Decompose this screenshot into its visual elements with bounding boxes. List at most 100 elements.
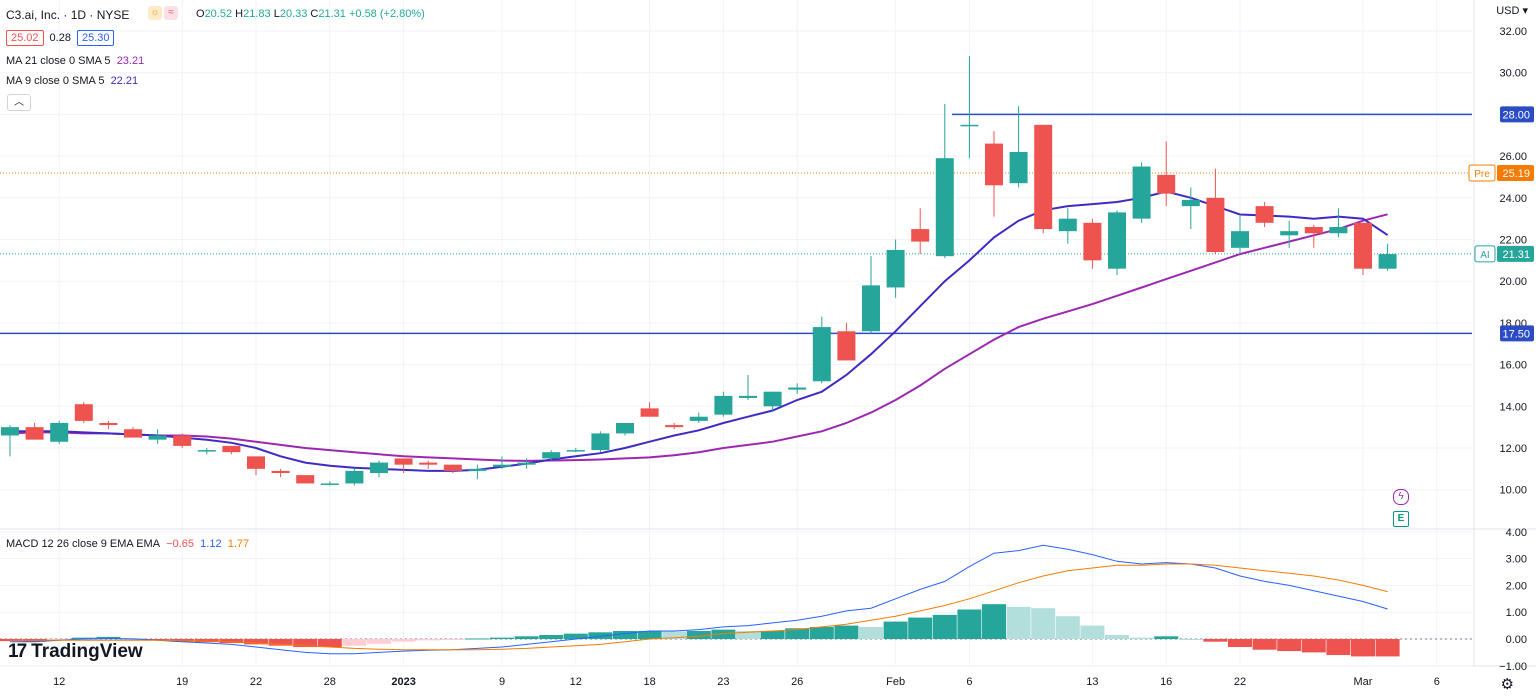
- earnings-event-icon[interactable]: E: [1393, 511, 1409, 527]
- macd-histogram-bar: [1301, 639, 1326, 653]
- macd-histogram-bar: [416, 639, 441, 641]
- macd-histogram-bar: [908, 617, 933, 639]
- symbol-tag: [1474, 245, 1496, 263]
- time-tick-label: 28: [324, 676, 336, 688]
- candle-body: [1329, 226, 1348, 234]
- candle-body: [247, 456, 265, 469]
- macd-histogram-bar: [1326, 639, 1351, 656]
- price-tick-label: 22.00: [1499, 235, 1527, 247]
- candle-body: [1009, 151, 1028, 184]
- candle-body: [566, 450, 585, 452]
- macd-histogram-bar: [71, 637, 96, 639]
- candle-body: [517, 462, 536, 465]
- candle-body: [222, 445, 241, 453]
- collapse-legend-button[interactable]: ︿: [7, 94, 31, 111]
- candle-body: [985, 143, 1003, 186]
- time-tick-label: Feb: [886, 676, 905, 688]
- candle-body: [960, 124, 979, 127]
- wave-icon: ≈: [164, 6, 178, 20]
- candle-body: [99, 422, 118, 426]
- last-price-label: 21.31: [1502, 249, 1530, 261]
- macd-tick-label: 4.00: [1506, 527, 1527, 539]
- bid-button[interactable]: 25.02: [6, 30, 44, 46]
- macd-histogram-bar: [785, 628, 810, 639]
- ma9-line: [10, 190, 1389, 472]
- candle-body: [419, 462, 438, 465]
- macd-histogram-bar: [588, 632, 613, 639]
- time-tick-label: 22: [250, 676, 262, 688]
- candle-body: [763, 391, 782, 407]
- macd-signal-line: [10, 563, 1388, 651]
- macd-histogram-bar: [96, 636, 121, 639]
- macd-histogram-bar: [367, 639, 391, 644]
- candle-body: [1231, 231, 1249, 248]
- time-tick-label: 13: [1086, 676, 1098, 688]
- candle-body: [1034, 124, 1053, 230]
- candle-body: [173, 435, 192, 446]
- time-tick-label: 2023: [391, 676, 415, 688]
- macd-histogram-bar: [244, 639, 268, 645]
- candle-body: [394, 458, 413, 465]
- macd-histogram-bar: [1080, 625, 1105, 639]
- candle-body: [1304, 226, 1323, 234]
- macd-histogram-bar: [121, 637, 145, 639]
- candle-body: [124, 429, 142, 438]
- bid-ask: 25.02 0.28 25.30: [6, 30, 115, 46]
- time-tick-label: 6: [1434, 676, 1440, 688]
- ma21-legend[interactable]: MA 21 close 0 SMA 5 23.21: [6, 55, 145, 67]
- candle-body: [148, 435, 167, 440]
- ask-button[interactable]: 25.30: [76, 30, 115, 46]
- macd-histogram-bar: [1105, 634, 1129, 639]
- macd-histogram-bar: [686, 630, 711, 639]
- macd-histogram-bar: [711, 629, 736, 639]
- currency-selector[interactable]: USD ▾: [1496, 5, 1528, 17]
- time-tick-label: 22: [1234, 676, 1246, 688]
- gear-icon[interactable]: ⚙: [1500, 676, 1514, 693]
- premarket-tag: [1468, 164, 1496, 182]
- macd-histogram-bar: [1252, 639, 1277, 650]
- time-tick-label: 12: [53, 676, 65, 688]
- candle-body: [25, 427, 44, 440]
- time-tick-label: 12: [570, 676, 582, 688]
- time-tick-label: 9: [499, 676, 505, 688]
- macd-histogram-bar: [490, 637, 514, 639]
- candle-body: [1280, 231, 1299, 236]
- macd-tick-label: 2.00: [1506, 580, 1527, 592]
- candle-body: [640, 408, 659, 417]
- candle-body: [1206, 197, 1225, 253]
- time-tick-label: 23: [717, 676, 729, 688]
- candle-body: [1, 427, 19, 436]
- macd-histogram-bar: [145, 639, 170, 641]
- macd-tick-label: 1.00: [1506, 607, 1527, 619]
- candle-body: [812, 327, 831, 382]
- macd-legend[interactable]: MACD 12 26 close 9 EMA EMA −0.65 1.12 1.…: [6, 538, 250, 550]
- macd-histogram-bar: [293, 639, 318, 648]
- macd-histogram-bar: [1129, 637, 1154, 639]
- tv-logo-icon: 17: [8, 641, 27, 662]
- macd-line: [10, 544, 1388, 655]
- macd-histogram-bar: [736, 630, 760, 639]
- macd-histogram-bar: [1031, 608, 1056, 639]
- candle-body: [74, 404, 93, 421]
- macd-histogram-bar: [1277, 639, 1302, 652]
- price-tick-label: 26.00: [1499, 151, 1527, 163]
- macd-histogram-bar: [760, 630, 785, 639]
- tradingview-logo[interactable]: 17 TradingView: [8, 641, 143, 662]
- last-price-tag: [1497, 245, 1534, 262]
- price-tick-label: 12.00: [1499, 443, 1527, 455]
- candle-body: [1058, 218, 1077, 232]
- candle-body: [788, 387, 807, 390]
- candle-body: [911, 229, 930, 242]
- ma9-legend[interactable]: MA 9 close 0 SMA 5 22.21: [6, 75, 139, 87]
- price-tick-label: 32.00: [1499, 26, 1527, 38]
- dividend-event-icon[interactable]: ϟ: [1393, 489, 1409, 505]
- candle-body: [862, 285, 880, 332]
- symbol-title[interactable]: C3.ai, Inc. · 1D · NYSE: [6, 8, 130, 22]
- macd-tick-label: 0.00: [1506, 634, 1527, 646]
- macd-histogram-bar: [834, 625, 859, 639]
- time-tick-label: 26: [791, 676, 803, 688]
- level-price-label: 17.50: [1502, 328, 1530, 340]
- time-tick-label: 6: [966, 676, 972, 688]
- candle-body: [1108, 212, 1126, 269]
